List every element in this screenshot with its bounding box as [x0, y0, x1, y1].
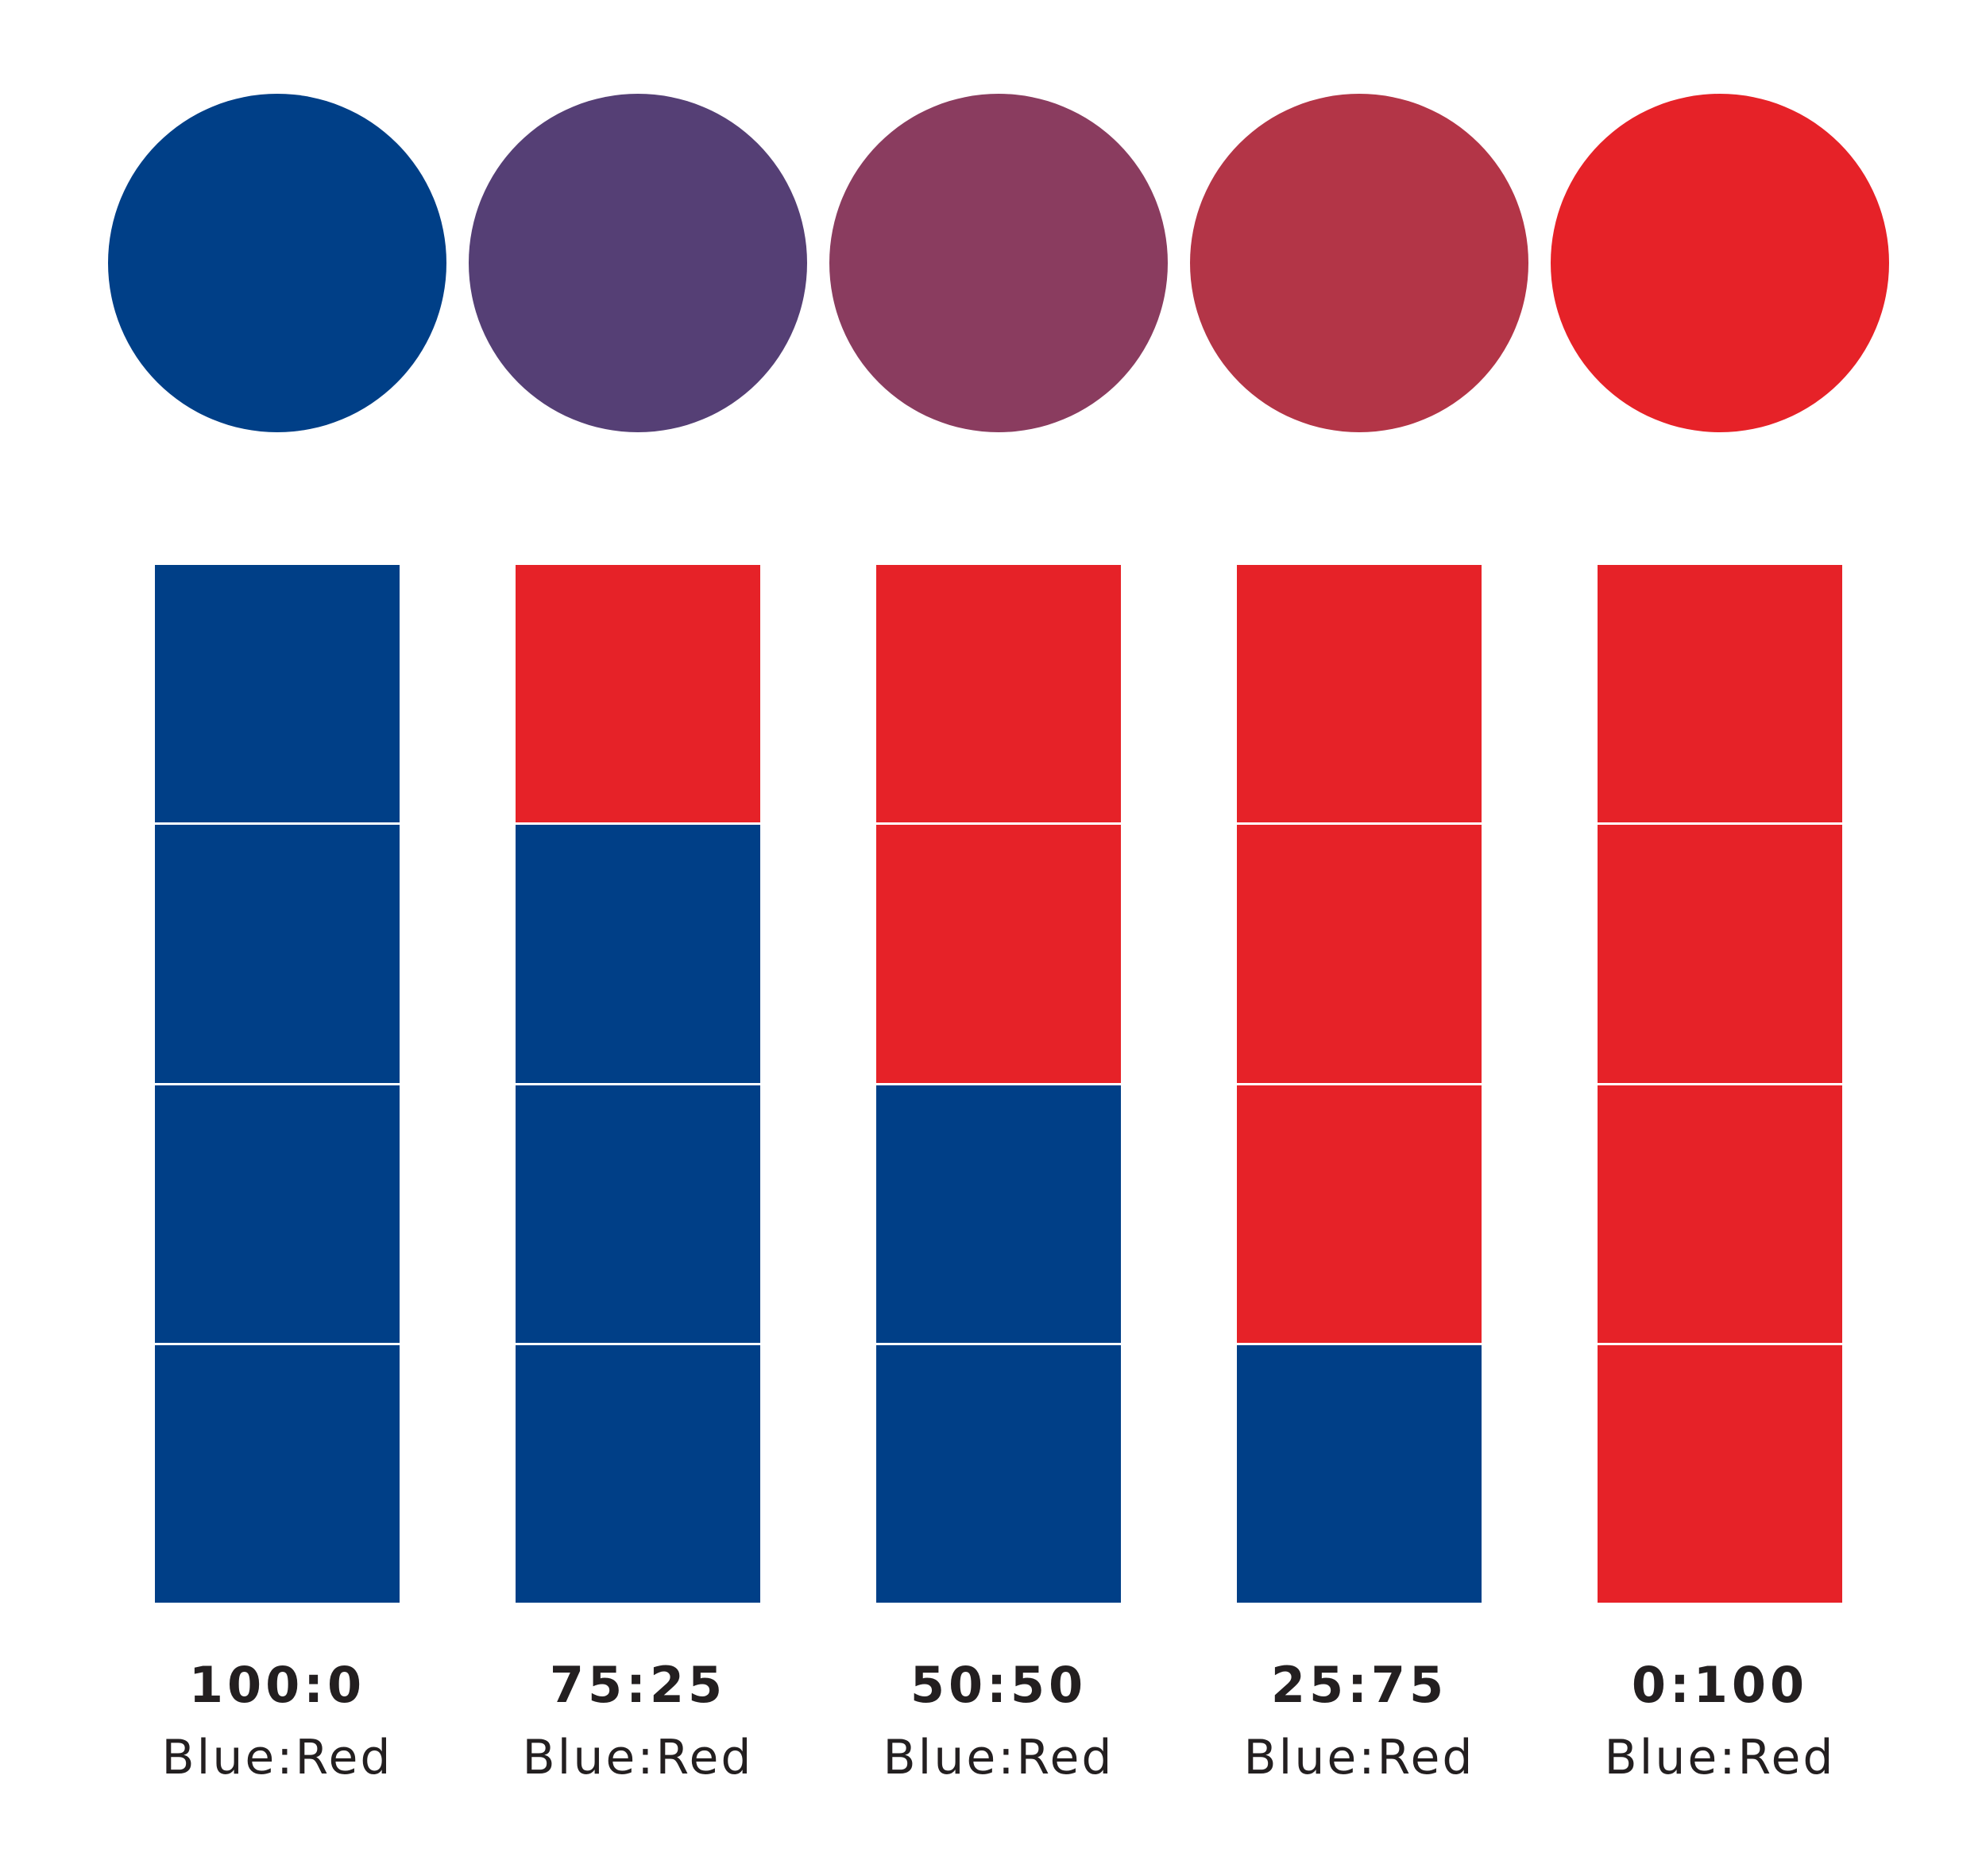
red-part-cell	[876, 822, 1121, 1083]
parts-bar-5	[1598, 565, 1842, 1603]
red-part-cell	[1598, 1082, 1842, 1343]
mixed-color-swatch-2	[469, 94, 807, 432]
ratio-caption-4: Blue:Red	[1243, 1730, 1475, 1785]
red-part-cell	[1237, 565, 1482, 823]
parts-bar-2	[516, 565, 760, 1603]
parts-bar-4	[1237, 565, 1482, 1603]
ratio-caption-1: Blue:Red	[161, 1730, 393, 1785]
blue-part-cell	[516, 1082, 760, 1343]
blue-part-cell	[876, 1342, 1121, 1603]
blue-part-cell	[516, 1342, 760, 1603]
ratio-caption-5: Blue:Red	[1604, 1730, 1836, 1785]
red-part-cell	[1237, 822, 1482, 1083]
blue-part-cell	[876, 1082, 1121, 1343]
red-part-cell	[876, 565, 1121, 823]
red-part-cell	[1598, 1342, 1842, 1603]
red-part-cell	[516, 565, 760, 823]
ratio-label-2: 75:25	[549, 1656, 727, 1714]
blue-part-cell	[1237, 1342, 1482, 1603]
ratio-label-3: 50:50	[910, 1656, 1088, 1714]
ratio-caption-3: Blue:Red	[883, 1730, 1115, 1785]
parts-bar-1	[155, 565, 400, 1603]
mixed-color-swatch-1	[108, 94, 446, 432]
mixed-color-swatch-4	[1190, 94, 1528, 432]
blue-part-cell	[155, 565, 400, 823]
blue-part-cell	[155, 1342, 400, 1603]
ratio-caption-2: Blue:Red	[522, 1730, 754, 1785]
red-part-cell	[1237, 1082, 1482, 1343]
blue-part-cell	[155, 822, 400, 1083]
red-part-cell	[1598, 565, 1842, 823]
ratio-label-5: 0:100	[1631, 1656, 1809, 1714]
red-part-cell	[1598, 822, 1842, 1083]
parts-bar-3	[876, 565, 1121, 1603]
ratio-label-4: 25:75	[1270, 1656, 1448, 1714]
mixed-color-swatch-5	[1551, 94, 1889, 432]
ratio-label-1: 100:0	[188, 1656, 366, 1714]
mixed-color-swatch-3	[829, 94, 1168, 432]
blue-part-cell	[516, 822, 760, 1083]
blue-part-cell	[155, 1082, 400, 1343]
